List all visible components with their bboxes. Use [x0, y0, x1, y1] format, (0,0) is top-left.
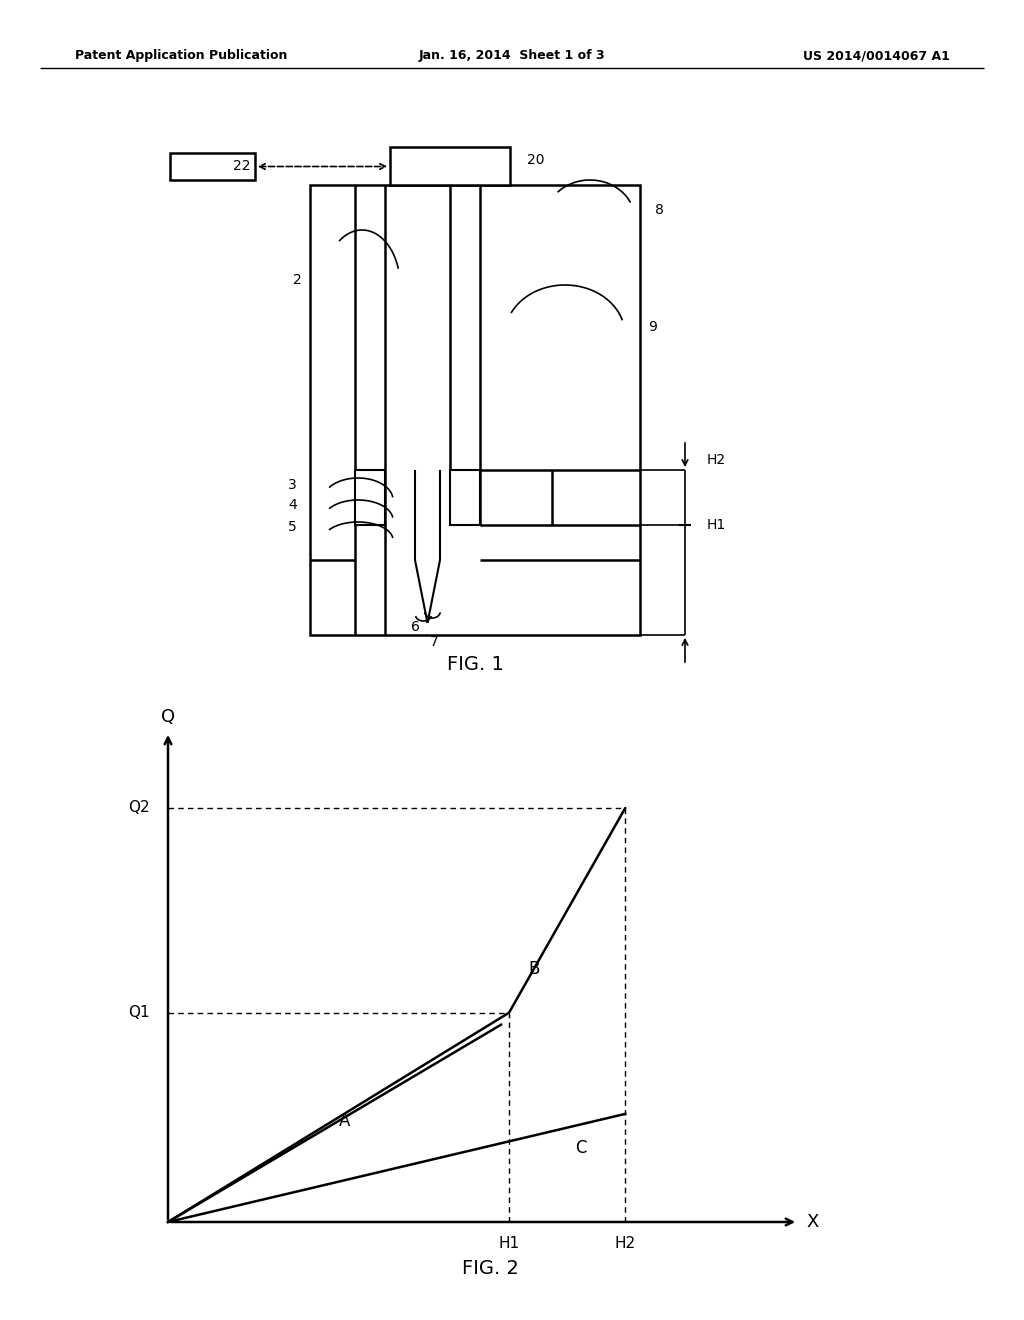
Text: B: B	[528, 960, 540, 978]
Text: X: X	[807, 1213, 819, 1232]
Text: FIG. 1: FIG. 1	[446, 656, 504, 675]
Text: 22: 22	[233, 158, 251, 173]
Text: FIG. 2: FIG. 2	[462, 1258, 518, 1278]
Text: H2: H2	[614, 1237, 636, 1251]
Text: 20: 20	[527, 153, 545, 168]
Text: 8: 8	[655, 203, 664, 216]
Text: H1: H1	[707, 517, 726, 532]
Text: 7: 7	[430, 635, 438, 649]
Text: A: A	[339, 1111, 350, 1130]
Text: C: C	[575, 1139, 587, 1158]
Bar	[310, 185, 640, 635]
Bar	[450, 470, 480, 525]
Text: H1: H1	[499, 1237, 519, 1251]
Text: Jan. 16, 2014  Sheet 1 of 3: Jan. 16, 2014 Sheet 1 of 3	[419, 49, 605, 62]
Text: Q1: Q1	[128, 1006, 150, 1020]
Text: H2: H2	[707, 453, 726, 467]
Text: Q2: Q2	[128, 800, 150, 816]
Text: 3: 3	[288, 478, 297, 492]
Text: 6: 6	[411, 620, 420, 634]
Text: Patent Application Publication: Patent Application Publication	[75, 49, 288, 62]
Text: US 2014/0014067 A1: US 2014/0014067 A1	[803, 49, 950, 62]
Text: Q: Q	[161, 708, 175, 726]
Text: 4: 4	[288, 498, 297, 512]
Text: 9: 9	[648, 319, 656, 334]
Text: 2: 2	[293, 273, 302, 286]
Bar	[355, 470, 385, 525]
Bar	[390, 147, 510, 185]
Bar	[170, 153, 255, 180]
Text: 5: 5	[288, 520, 297, 535]
